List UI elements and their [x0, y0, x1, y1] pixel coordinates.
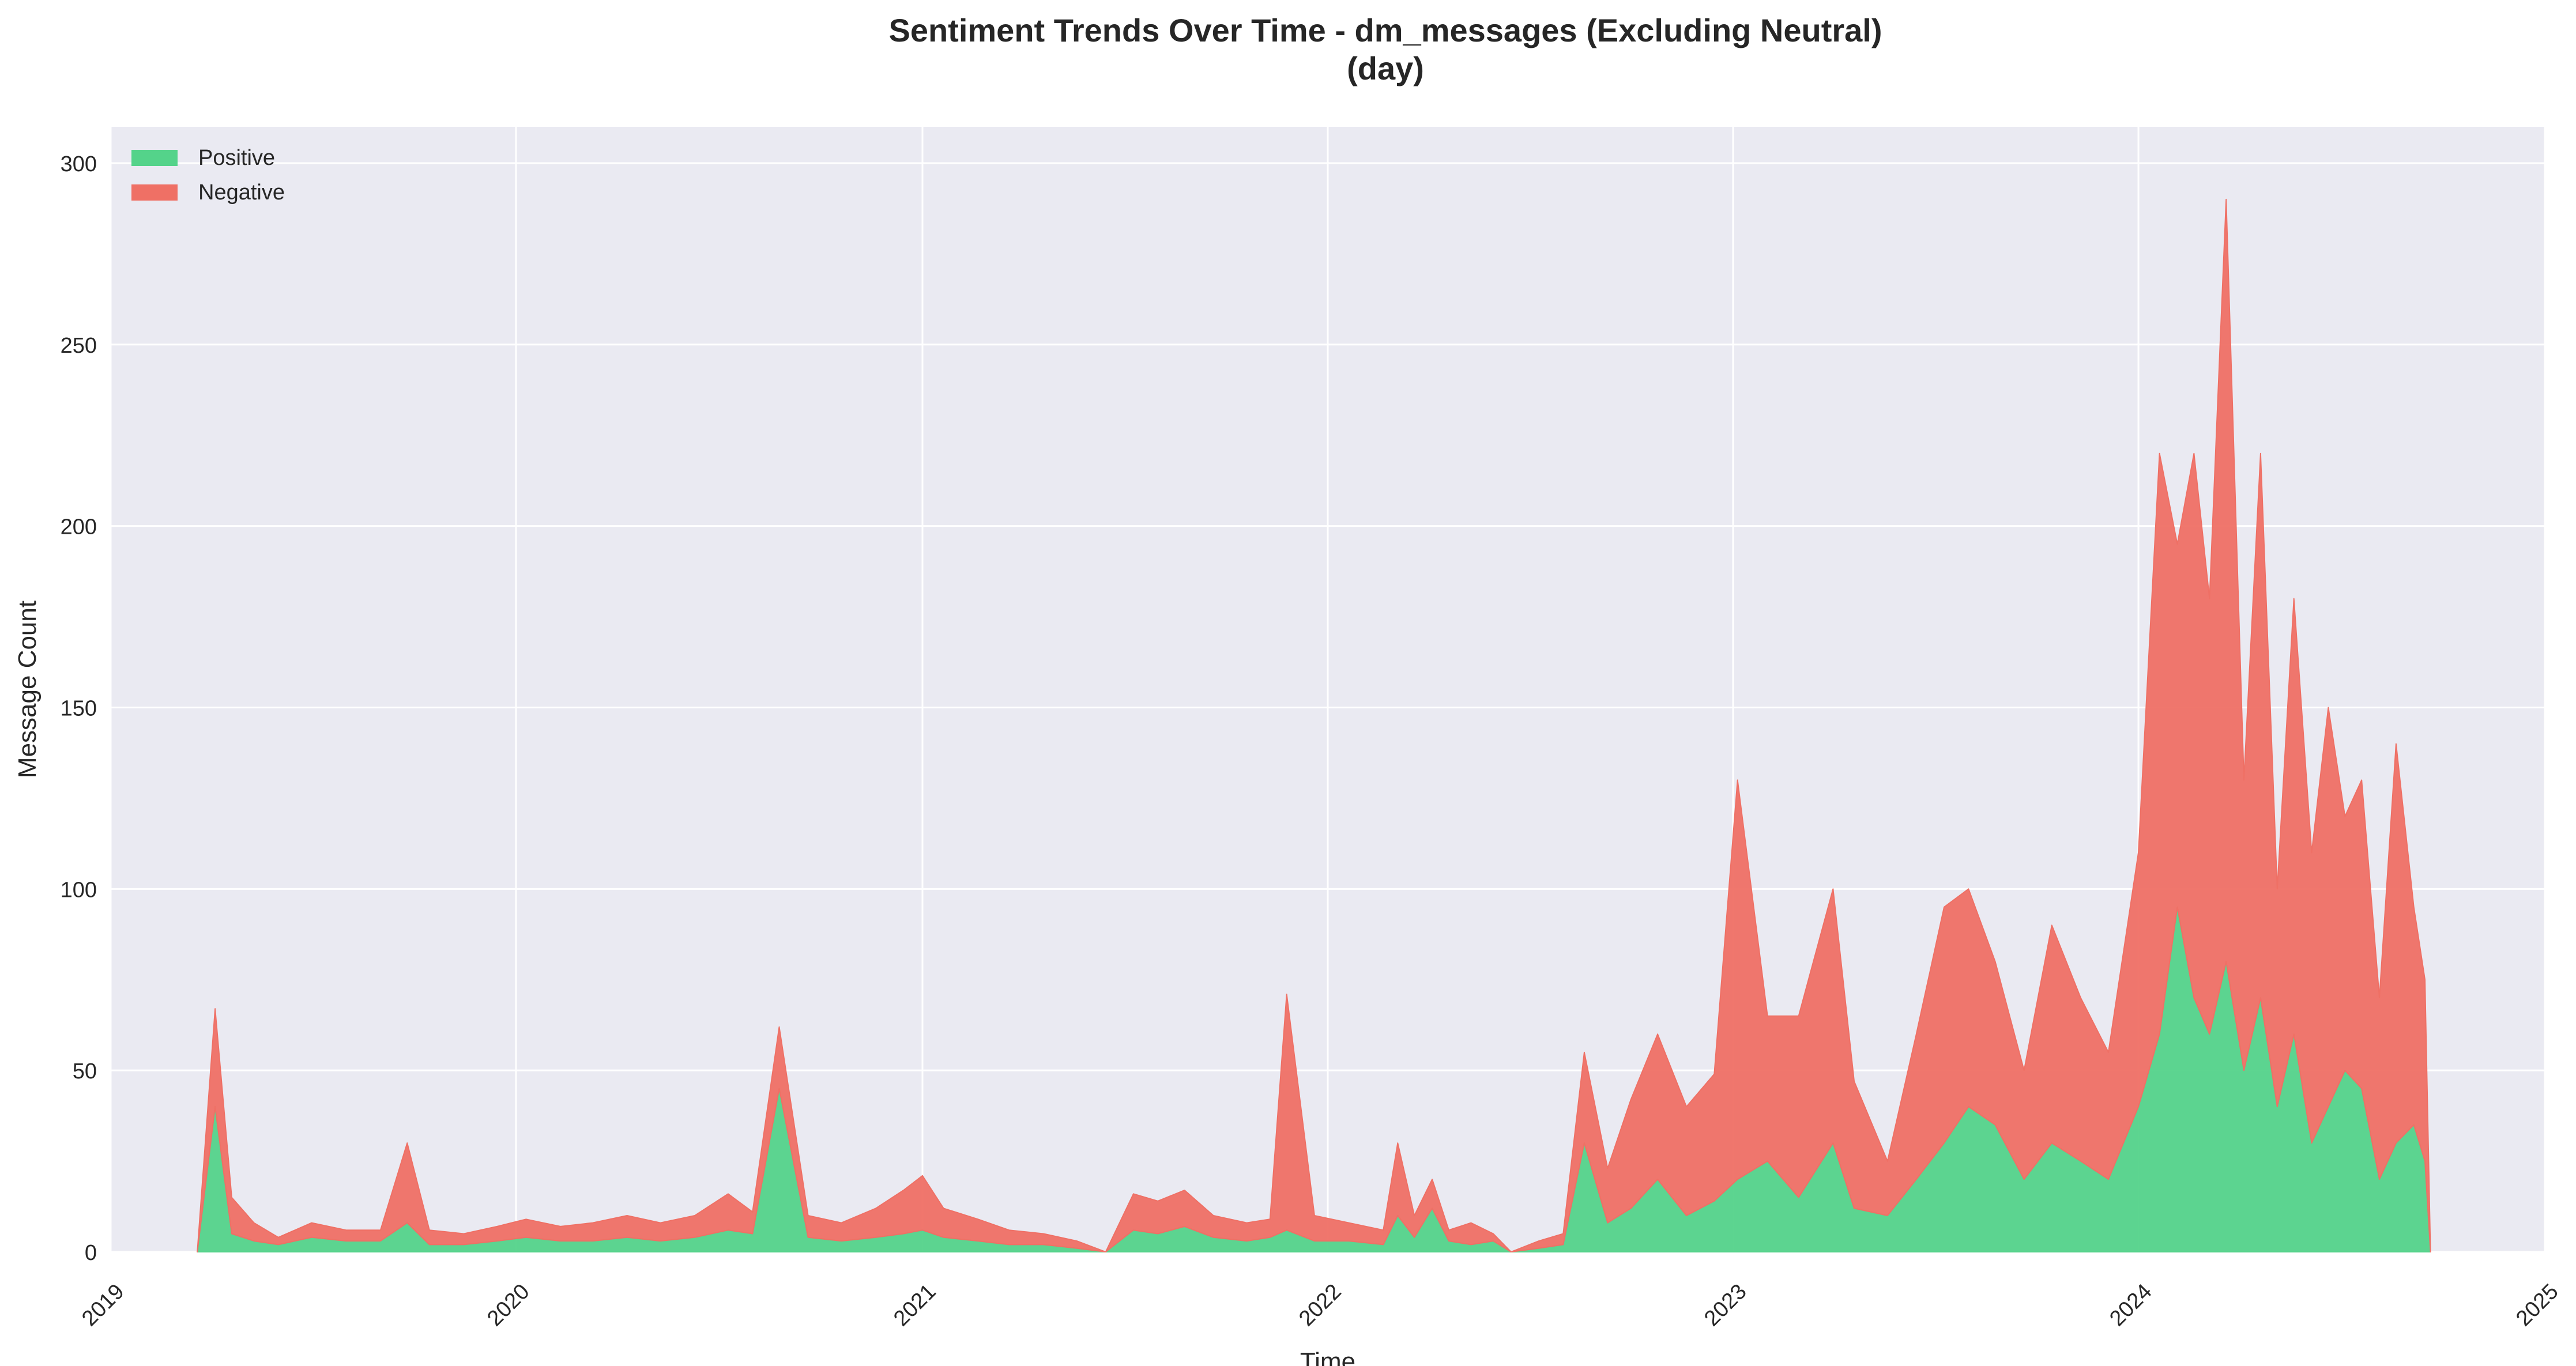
y-tick-label: 300 — [61, 152, 97, 176]
chart-subtitle: (day) — [1347, 50, 1424, 86]
y-tick-label: 250 — [61, 334, 97, 358]
x-tick-label: 2019 — [77, 1280, 129, 1331]
x-tick-label: 2022 — [1294, 1280, 1346, 1331]
x-tick-label: 2025 — [2511, 1280, 2563, 1331]
legend-label-positive: Positive — [198, 146, 275, 170]
x-axis-label: Time — [1300, 1348, 1355, 1366]
legend-swatch-positive — [131, 150, 178, 166]
y-tick-label: 0 — [85, 1241, 97, 1265]
legend-label-negative: Negative — [198, 180, 285, 205]
y-tick-label: 100 — [61, 878, 97, 902]
series-area-negative — [197, 198, 2431, 1252]
x-tick-label: 2023 — [1700, 1280, 1751, 1331]
y-axis-label: Message Count — [13, 601, 42, 778]
y-tick-label: 150 — [61, 696, 97, 720]
x-tick-label: 2024 — [2105, 1280, 2156, 1331]
chart-title: Sentiment Trends Over Time - dm_messages… — [888, 12, 1882, 48]
x-tick-label: 2020 — [483, 1280, 534, 1331]
y-tick-label: 50 — [73, 1059, 97, 1084]
legend-swatch-negative — [131, 184, 178, 201]
y-tick-label: 200 — [61, 515, 97, 539]
x-tick-label: 2021 — [889, 1280, 940, 1331]
